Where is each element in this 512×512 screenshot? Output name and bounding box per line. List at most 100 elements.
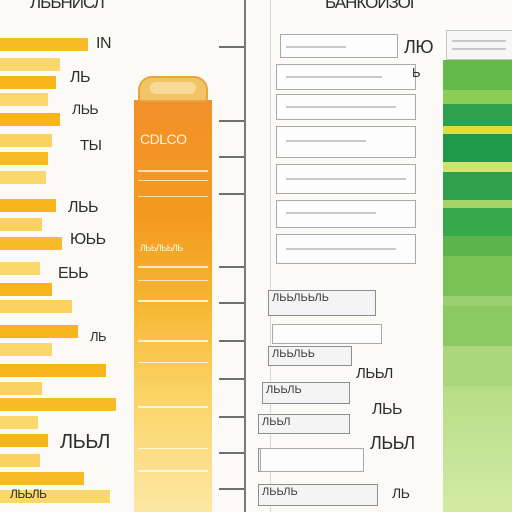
green-band xyxy=(443,236,512,256)
bar xyxy=(0,218,42,231)
column-stripe xyxy=(138,180,208,181)
row-line xyxy=(286,248,396,250)
left-label: ЛЬЬЛ xyxy=(60,431,110,453)
axis-tick xyxy=(219,193,244,195)
green-band xyxy=(443,208,512,236)
axis-tick xyxy=(219,452,244,454)
left-header-title: ЛЬЬНИСЛ xyxy=(30,0,105,12)
column-stripe xyxy=(138,300,208,302)
right-label: ЛЬ xyxy=(392,485,410,501)
column-label-top: CDLCO xyxy=(140,131,187,147)
bar xyxy=(0,325,78,338)
bar xyxy=(0,364,106,377)
green-band xyxy=(443,134,512,162)
right-label: ЛЬЬ xyxy=(372,401,403,418)
right-label: ЛЮ xyxy=(404,37,434,57)
left-label: ЮЬЬ xyxy=(70,231,106,248)
column-label-mid: ЛЬЬЛЬЬЛЬ xyxy=(140,243,183,253)
column-stripe xyxy=(138,470,208,472)
column-stripe xyxy=(138,280,208,281)
bar xyxy=(0,199,56,212)
row-line xyxy=(286,178,406,180)
right-divider xyxy=(270,0,271,512)
bar xyxy=(0,283,52,296)
left-label: ЛЬЬ xyxy=(72,101,99,117)
row-line xyxy=(286,140,366,142)
left-label: ЛЬЬ xyxy=(68,199,99,216)
header-frame-line xyxy=(452,40,506,42)
axis-tick xyxy=(219,266,244,268)
column-stripe xyxy=(138,170,208,172)
bar xyxy=(0,171,46,184)
right-header-title: БАНКОИЗОГ xyxy=(325,0,419,12)
tag-box: ЛЬЬЛЬ xyxy=(262,382,350,404)
column-stripe xyxy=(138,266,208,268)
tag-box: ЛЬЬЛЬ xyxy=(258,484,378,506)
tag-box: ЛЬЬЛЬЬЛЬ xyxy=(268,290,376,316)
bar xyxy=(0,472,84,485)
table-row xyxy=(260,448,364,472)
column-cap xyxy=(138,76,208,102)
right-label: ЛЬЬЛ xyxy=(370,433,415,453)
green-band xyxy=(443,386,512,512)
table-row xyxy=(276,200,416,228)
green-band xyxy=(443,162,512,172)
column-stripe xyxy=(138,362,208,363)
axis-tick xyxy=(219,340,244,342)
axis-tick xyxy=(219,46,244,48)
bar xyxy=(0,58,60,71)
axis-tick xyxy=(219,156,244,158)
header-frame-line xyxy=(452,48,506,50)
bar xyxy=(0,76,56,89)
table-row xyxy=(276,126,416,158)
bar xyxy=(0,398,116,411)
bar xyxy=(0,382,42,395)
bar xyxy=(0,152,48,165)
bar xyxy=(0,262,40,275)
green-band xyxy=(443,306,512,346)
green-band xyxy=(443,104,512,126)
bar xyxy=(0,93,48,106)
column-stripe xyxy=(138,196,208,197)
row-line xyxy=(286,106,396,108)
green-band xyxy=(443,296,512,306)
right-label: ЛЬЬЛ xyxy=(356,365,393,382)
row-line xyxy=(286,212,376,214)
table-row xyxy=(272,324,382,344)
row-line xyxy=(286,46,346,48)
bar xyxy=(0,490,110,503)
axis-tick xyxy=(219,416,244,418)
axis-tick xyxy=(219,302,244,304)
green-band xyxy=(443,126,512,134)
green-band xyxy=(443,90,512,104)
green-band xyxy=(443,256,512,296)
left-label: ЛЬ xyxy=(90,329,107,344)
bar xyxy=(0,416,38,429)
header-frame xyxy=(446,30,512,60)
axis-tick xyxy=(219,488,244,490)
axis-tick xyxy=(219,120,244,122)
left-label: ТЫ xyxy=(80,137,102,154)
bar xyxy=(0,113,60,126)
column-cap-detail xyxy=(150,82,196,94)
left-label: ЕЬЬ xyxy=(58,265,89,282)
green-band xyxy=(443,172,512,200)
green-band xyxy=(443,346,512,386)
column-stripe xyxy=(138,406,208,408)
bar xyxy=(0,343,52,356)
bar xyxy=(0,237,62,250)
axis-tick xyxy=(219,378,244,380)
left-label: ЛЬ xyxy=(70,69,91,86)
row-line xyxy=(286,76,382,78)
column-stripe xyxy=(138,340,208,342)
axis-line xyxy=(244,0,246,512)
green-band xyxy=(443,60,512,90)
gradient-column xyxy=(134,100,212,512)
left-label: IN xyxy=(96,35,112,52)
bar xyxy=(0,434,48,447)
green-band xyxy=(443,200,512,208)
tag-box: ЛЬЬЛ xyxy=(258,414,350,434)
bar xyxy=(0,454,40,467)
tag-box: ЛЬЬЛЬЬ xyxy=(268,346,352,366)
column-stripe xyxy=(138,448,208,449)
